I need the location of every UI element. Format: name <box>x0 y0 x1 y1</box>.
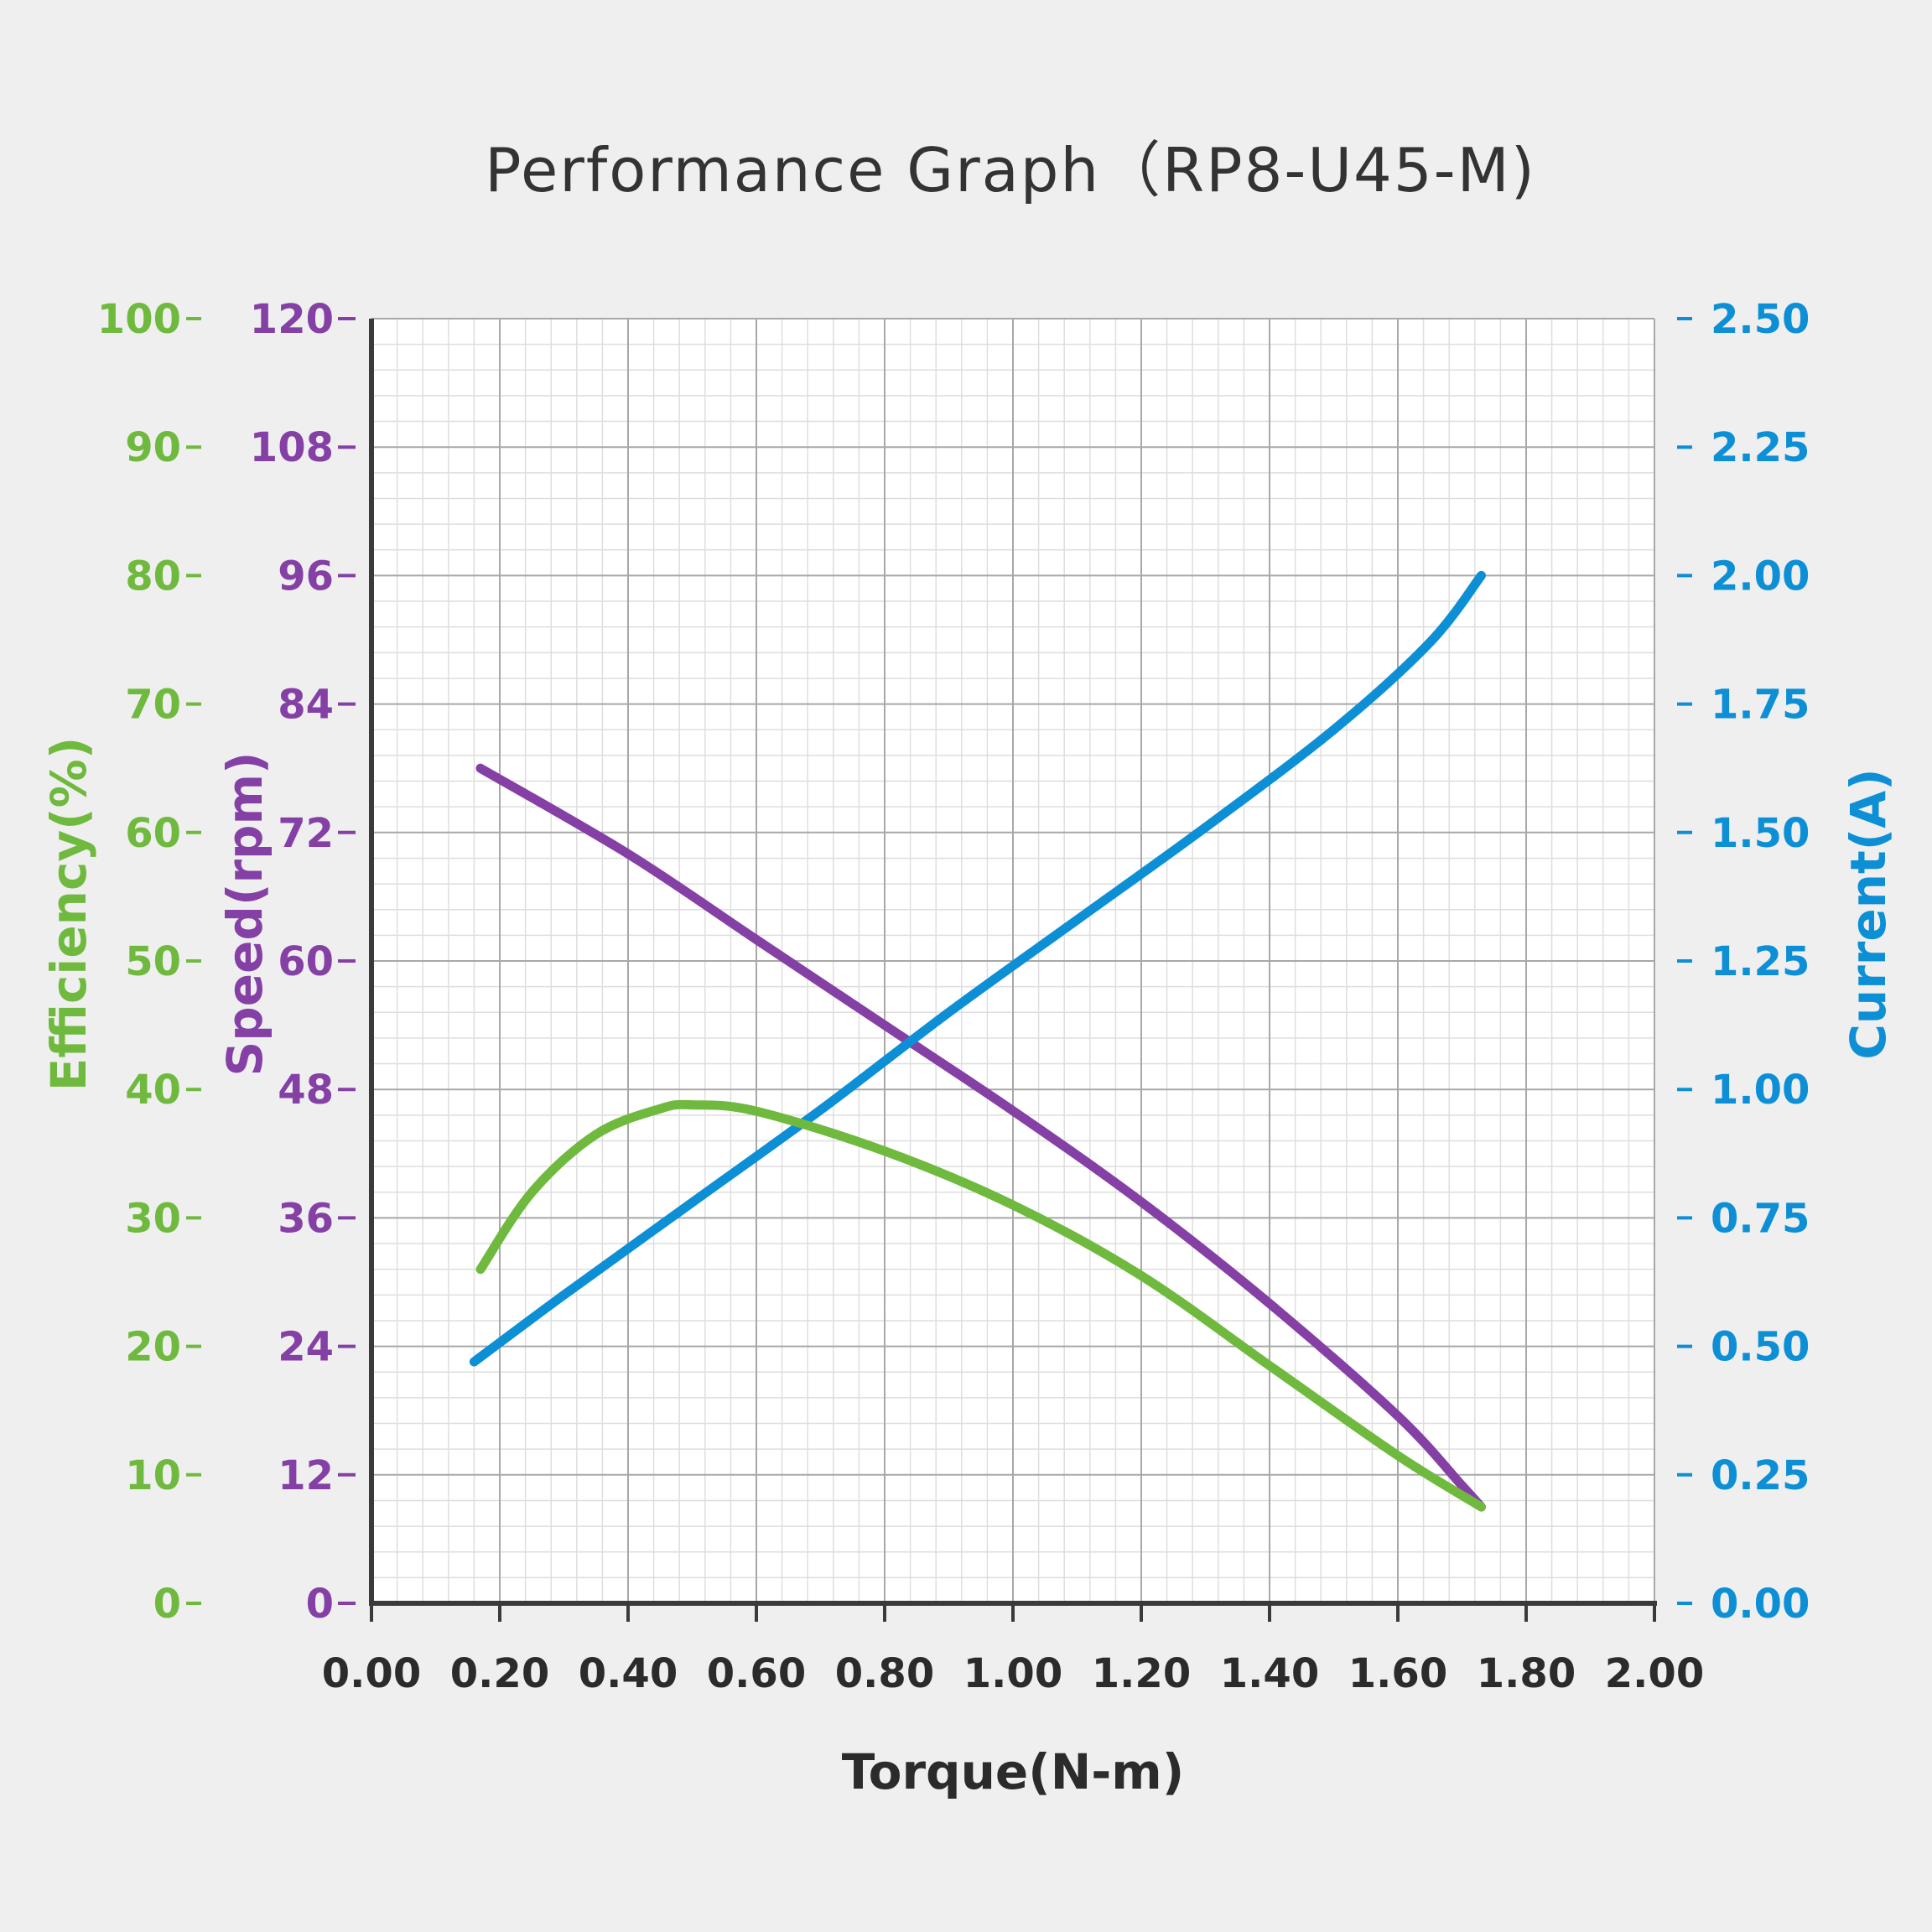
speed-axis-title: Speed(rpm) <box>216 751 273 1076</box>
x-tick-label: 0.00 <box>322 1650 421 1697</box>
speed-tick-label: 0 <box>306 1581 334 1628</box>
efficiency-tick-label: 60 <box>125 810 181 857</box>
speed-tick-label: 120 <box>250 296 334 343</box>
x-tick-label: 1.20 <box>1092 1650 1191 1697</box>
speed-tick-label: 84 <box>278 682 334 729</box>
efficiency-series-line <box>475 1099 1486 1512</box>
current-tick-label: 1.75 <box>1711 682 1810 729</box>
current-tick-label: 0.75 <box>1711 1195 1810 1242</box>
x-axis-ticks: 0.00 0.20 0.40 0.60 0.80 1.00 1.20 1.40 1.60 1.80… <box>322 1603 1704 1697</box>
x-tick-label: 1.40 <box>1220 1650 1319 1697</box>
current-series-line <box>469 570 1486 1367</box>
efficiency-tick-label: 90 <box>125 424 181 471</box>
speed-series-line <box>475 763 1486 1512</box>
current-axis-title: Current(A) <box>1840 768 1897 1059</box>
x-tick-label: 2.00 <box>1605 1650 1704 1697</box>
efficiency-tick-label: 0 <box>153 1581 181 1628</box>
speed-axis-ticks: 0 12 24 36 48 60 72 84 96 108 120 <box>250 296 356 1628</box>
efficiency-tick-label: 100 <box>97 296 181 343</box>
speed-tick-label: 12 <box>278 1452 334 1499</box>
x-tick-label: 1.80 <box>1477 1650 1576 1697</box>
speed-tick-label: 36 <box>278 1195 334 1242</box>
x-axis-title: Torque(N-m) <box>842 1743 1185 1800</box>
x-tick-label: 0.20 <box>450 1650 549 1697</box>
current-tick-label: 1.50 <box>1711 810 1810 857</box>
current-tick-label: 1.00 <box>1711 1067 1810 1114</box>
speed-tick-label: 24 <box>278 1324 334 1371</box>
current-tick-label: 1.25 <box>1711 938 1810 985</box>
efficiency-tick-label: 40 <box>125 1067 181 1114</box>
efficiency-axis-title: Efficiency(%) <box>40 737 97 1092</box>
speed-tick-label: 60 <box>278 938 334 985</box>
series-layer <box>469 570 1486 1512</box>
current-tick-label: 0.25 <box>1711 1452 1810 1499</box>
current-tick-label: 2.00 <box>1711 553 1810 600</box>
efficiency-tick-label: 80 <box>125 553 181 600</box>
speed-tick-label: 48 <box>278 1067 334 1114</box>
current-axis-ticks: 0.00 0.25 0.50 0.75 1.00 1.25 1.50 1.75 2.00 2.25… <box>1677 296 1810 1628</box>
current-tick-label: 2.50 <box>1711 296 1810 343</box>
current-tick-label: 0.00 <box>1711 1581 1810 1628</box>
efficiency-tick-label: 50 <box>125 938 181 985</box>
x-tick-label: 0.80 <box>835 1650 934 1697</box>
current-tick-label: 2.25 <box>1711 424 1810 471</box>
speed-tick-label: 96 <box>278 553 334 600</box>
chart-title: Performance Graph（RP8-U45-M) <box>485 135 1536 205</box>
x-tick-label: 1.00 <box>963 1650 1062 1697</box>
speed-tick-label: 108 <box>250 424 334 471</box>
efficiency-axis-ticks: 0 10 20 30 40 50 60 70 80 90 100 <box>97 296 201 1628</box>
x-tick-label: 1.60 <box>1348 1650 1447 1697</box>
x-tick-label: 0.60 <box>707 1650 806 1697</box>
efficiency-tick-label: 30 <box>125 1195 181 1242</box>
speed-tick-label: 72 <box>278 810 334 857</box>
current-tick-label: 0.50 <box>1711 1324 1810 1371</box>
efficiency-tick-label: 10 <box>125 1452 181 1499</box>
x-tick-label: 0.40 <box>579 1650 678 1697</box>
efficiency-tick-label: 70 <box>125 682 181 729</box>
efficiency-tick-label: 20 <box>125 1324 181 1371</box>
